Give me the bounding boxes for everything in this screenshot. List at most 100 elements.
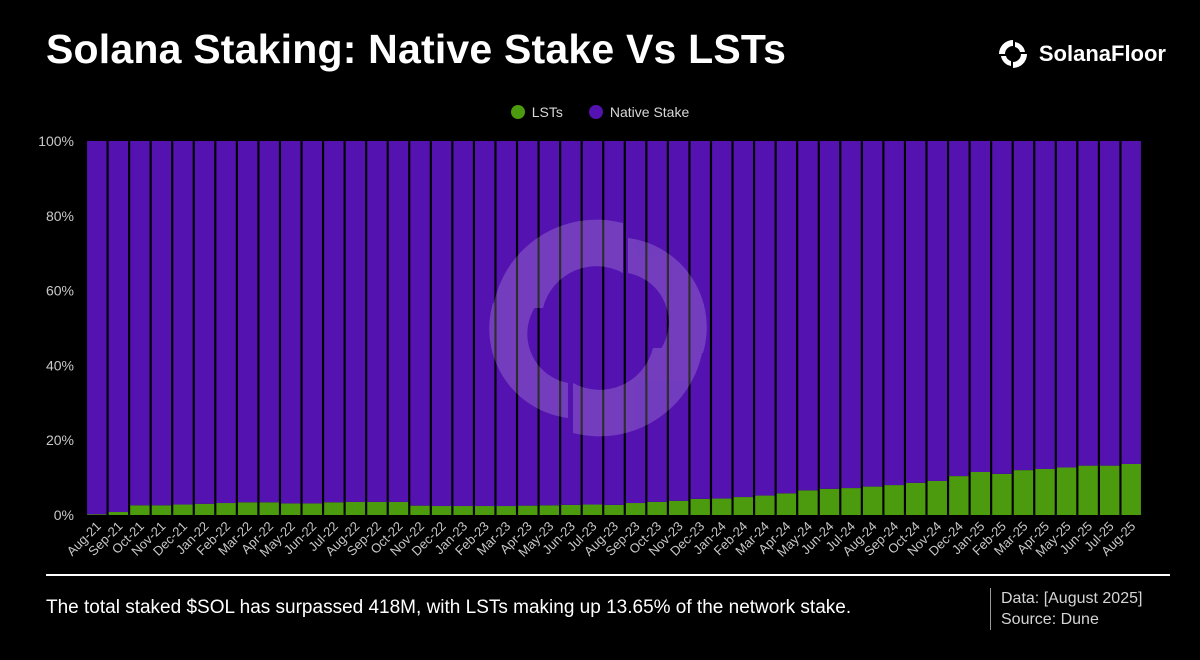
bar-native-stake bbox=[1035, 141, 1055, 469]
bar-lsts bbox=[431, 506, 452, 515]
bar-lsts bbox=[302, 503, 322, 515]
bar-native-stake bbox=[194, 141, 215, 504]
footer-caption: The total staked $SOL has surpassed 418M… bbox=[46, 597, 852, 618]
bar-native-stake bbox=[259, 141, 279, 503]
bar-lsts bbox=[992, 473, 1012, 515]
bar-lsts bbox=[862, 486, 883, 515]
bar-lsts bbox=[712, 498, 732, 515]
bar-native-stake bbox=[992, 141, 1012, 474]
chart-legend: LSTs Native Stake bbox=[0, 104, 1200, 120]
bar-native-stake bbox=[130, 141, 150, 506]
bar-lsts bbox=[108, 512, 129, 515]
bar-native-stake bbox=[733, 141, 754, 498]
bar-native-stake bbox=[604, 141, 624, 505]
bar-lsts bbox=[259, 502, 279, 515]
bar-lsts bbox=[625, 503, 646, 515]
source-note: Source: Dune bbox=[1001, 611, 1099, 628]
bar-lsts bbox=[518, 505, 538, 515]
bar-native-stake bbox=[431, 141, 452, 507]
footer-meta: Data: [August 2025] Source: Dune bbox=[990, 588, 1142, 630]
bar-native-stake bbox=[1099, 141, 1120, 466]
bar-lsts bbox=[345, 501, 366, 515]
bar-lsts bbox=[410, 505, 430, 515]
bar-native-stake bbox=[367, 141, 387, 502]
bar-native-stake bbox=[668, 141, 689, 501]
legend-swatch-native-stake bbox=[588, 105, 603, 119]
bar-lsts bbox=[1013, 470, 1034, 515]
y-tick-label: 100% bbox=[38, 133, 74, 149]
legend-label-lsts: LSTs bbox=[531, 104, 563, 120]
bar-lsts bbox=[733, 497, 754, 515]
bar-native-stake bbox=[281, 141, 301, 504]
bar-native-stake bbox=[582, 141, 603, 505]
bar-lsts bbox=[1035, 469, 1055, 515]
footer-divider bbox=[46, 574, 1170, 576]
bar-lsts bbox=[87, 514, 107, 515]
bar-native-stake bbox=[237, 141, 258, 503]
solana-floor-logo-icon bbox=[998, 40, 1027, 68]
bar-native-stake bbox=[496, 141, 516, 507]
bar-lsts bbox=[496, 506, 516, 515]
bar-native-stake bbox=[862, 141, 883, 487]
bar-lsts bbox=[324, 502, 344, 515]
bar-lsts bbox=[1121, 463, 1141, 515]
bar-lsts bbox=[798, 490, 818, 515]
bar-native-stake bbox=[87, 141, 107, 515]
bar-lsts bbox=[194, 503, 215, 515]
bar-lsts bbox=[281, 503, 301, 515]
bar-native-stake bbox=[1056, 141, 1077, 468]
chart-title: Solana Staking: Native Stake Vs LSTs bbox=[46, 26, 787, 72]
bar-lsts bbox=[668, 500, 689, 515]
bar-native-stake bbox=[561, 141, 581, 505]
bar-lsts bbox=[1056, 467, 1077, 515]
bar-lsts bbox=[582, 504, 603, 515]
brand-name: SolanaFloor bbox=[1038, 41, 1166, 66]
bar-lsts bbox=[561, 504, 581, 515]
bar-native-stake bbox=[712, 141, 732, 499]
bar-native-stake bbox=[927, 141, 947, 481]
bar-native-stake bbox=[173, 141, 193, 505]
bar-lsts bbox=[151, 505, 172, 515]
bar-native-stake bbox=[647, 141, 667, 502]
bar-native-stake bbox=[475, 141, 495, 507]
legend-swatch-lsts bbox=[510, 105, 525, 119]
bar-lsts bbox=[173, 504, 193, 515]
bar-lsts bbox=[970, 471, 991, 515]
bar-lsts bbox=[776, 493, 797, 515]
bar-lsts bbox=[388, 501, 409, 515]
bar-native-stake bbox=[324, 141, 344, 503]
bar-lsts bbox=[1078, 465, 1098, 515]
brand-logo: SolanaFloor bbox=[995, 36, 1166, 72]
watermark-logo-icon bbox=[489, 219, 707, 437]
bar-lsts bbox=[367, 501, 387, 515]
y-tick-label: 60% bbox=[46, 283, 74, 299]
bar-lsts bbox=[539, 505, 560, 515]
bar-native-stake bbox=[1078, 141, 1098, 466]
bar-native-stake bbox=[690, 141, 710, 499]
bar-lsts bbox=[1099, 465, 1120, 515]
bar-native-stake bbox=[453, 141, 473, 507]
y-tick-label: 0% bbox=[54, 507, 74, 523]
bar-native-stake bbox=[906, 141, 926, 483]
bar-lsts bbox=[475, 506, 495, 515]
bar-lsts bbox=[690, 498, 710, 515]
bar-lsts bbox=[949, 476, 969, 515]
bar-native-stake bbox=[302, 141, 322, 504]
bar-native-stake bbox=[1121, 141, 1141, 464]
bar-native-stake bbox=[819, 141, 840, 489]
legend-item-lsts[interactable]: LSTs bbox=[510, 104, 563, 120]
bar-native-stake bbox=[410, 141, 430, 506]
y-tick-label: 20% bbox=[46, 432, 74, 448]
bar-lsts bbox=[604, 504, 624, 515]
bar-native-stake bbox=[949, 141, 969, 477]
bar-lsts bbox=[884, 485, 904, 515]
bar-native-stake bbox=[151, 141, 172, 506]
bar-lsts bbox=[819, 488, 840, 515]
bar-native-stake bbox=[539, 141, 560, 506]
bar-native-stake bbox=[1013, 141, 1034, 471]
bar-native-stake bbox=[625, 141, 646, 504]
legend-item-native-stake[interactable]: Native Stake bbox=[588, 104, 690, 120]
bar-lsts bbox=[647, 501, 667, 515]
legend-label-native-stake: Native Stake bbox=[609, 104, 690, 120]
bar-lsts bbox=[755, 495, 775, 515]
